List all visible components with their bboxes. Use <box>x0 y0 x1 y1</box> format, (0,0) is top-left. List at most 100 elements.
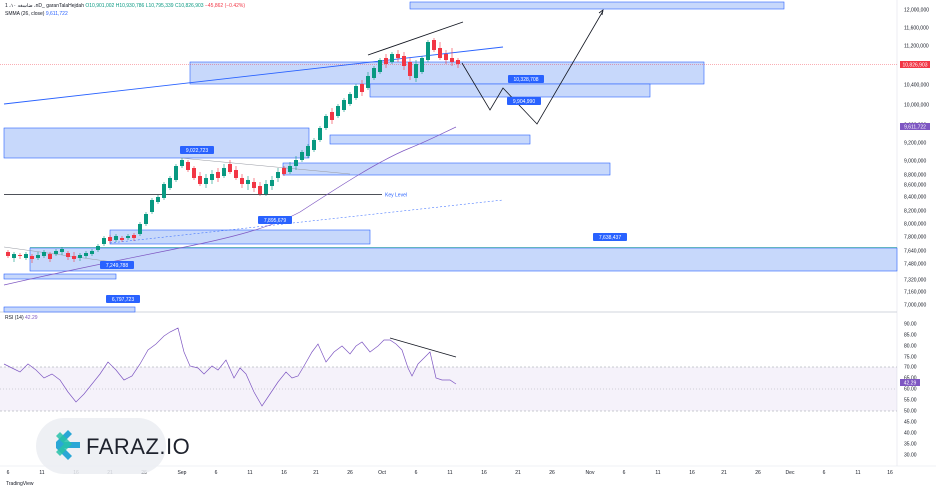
candle-body[interactable] <box>456 60 460 64</box>
candle-body[interactable] <box>18 255 22 256</box>
candle-body[interactable] <box>414 64 418 78</box>
candle-body[interactable] <box>78 255 82 258</box>
rsi-axis[interactable]: 90.00 85.00 80.00 75.00 70.00 65.00 60.00 55.00… <box>904 322 917 459</box>
zone-base[interactable] <box>29 247 898 272</box>
candle-body[interactable] <box>426 42 430 60</box>
dotted-trendline[interactable] <box>109 199 504 244</box>
candle-body[interactable] <box>342 100 346 110</box>
candle-body[interactable] <box>138 224 142 234</box>
symbol-header[interactable]: 1 ،ضاسغه ۱۰ ،nD_ garanTalaHejdah O10,901… <box>5 3 245 9</box>
rsi-legend[interactable]: RSI (14) 42.29 <box>5 315 38 321</box>
candle-body[interactable] <box>198 176 202 184</box>
candle-body[interactable] <box>192 168 196 178</box>
candle-body[interactable] <box>444 54 448 60</box>
candle-body[interactable] <box>378 60 382 72</box>
candle-body[interactable] <box>240 178 244 184</box>
divergence-line-rsi[interactable] <box>389 337 457 358</box>
candle-body[interactable] <box>204 178 208 184</box>
candle-body[interactable] <box>48 254 52 259</box>
candle-body[interactable] <box>228 164 232 172</box>
zone-mid-left[interactable] <box>3 127 310 159</box>
candle-body[interactable] <box>276 172 280 178</box>
price-axis[interactable]: 12,000,00011,600,00011,200,00010,800,000… <box>904 8 929 309</box>
candle-body[interactable] <box>324 116 328 128</box>
candle-body[interactable] <box>318 128 322 140</box>
candle-body[interactable] <box>150 200 154 212</box>
candle-body[interactable] <box>6 252 10 256</box>
smma-legend[interactable]: SMMA (26, close) 9,611,722 <box>5 11 68 17</box>
candles[interactable] <box>6 38 460 263</box>
candle-body[interactable] <box>30 256 34 259</box>
zone-top[interactable] <box>409 1 785 10</box>
candle-body[interactable] <box>216 172 220 178</box>
candle-body[interactable] <box>132 235 136 238</box>
candle-body[interactable] <box>174 166 178 180</box>
candle-body[interactable] <box>282 168 286 174</box>
long-trendline[interactable] <box>3 46 504 105</box>
candle-body[interactable] <box>24 254 28 258</box>
zone-upper-wide[interactable] <box>189 61 705 85</box>
candle-body[interactable] <box>108 237 112 241</box>
candle-body[interactable] <box>120 238 124 240</box>
callout-7638437[interactable]: 7,638,437 <box>593 233 627 241</box>
candle-body[interactable] <box>432 40 436 50</box>
zone-mid-right[interactable] <box>282 162 611 176</box>
candle-body[interactable] <box>258 186 262 194</box>
candle-body[interactable] <box>330 112 334 120</box>
candle-body[interactable] <box>114 236 118 240</box>
candle-body[interactable] <box>42 252 46 256</box>
zone-bottom-small[interactable] <box>3 273 117 280</box>
candle-body[interactable] <box>390 54 394 62</box>
candle-body[interactable] <box>450 58 454 62</box>
candle-body[interactable] <box>66 253 70 257</box>
candle-body[interactable] <box>90 251 94 254</box>
zone-bottom[interactable] <box>3 306 136 313</box>
candle-body[interactable] <box>360 84 364 92</box>
callout-6797723[interactable]: 6,797,723 <box>106 295 140 303</box>
candle-body[interactable] <box>354 86 358 98</box>
candle-body[interactable] <box>126 236 130 238</box>
callout-10328708[interactable]: 10,328,708 <box>508 75 544 83</box>
candle-body[interactable] <box>408 62 412 76</box>
candle-body[interactable] <box>252 182 256 188</box>
candle-body[interactable] <box>54 251 58 254</box>
candle-body[interactable] <box>144 214 148 224</box>
candle-body[interactable] <box>168 178 172 188</box>
candle-body[interactable] <box>264 184 268 194</box>
candle-body[interactable] <box>438 48 442 58</box>
candle-body[interactable] <box>222 168 226 176</box>
callout-7249788[interactable]: 7,249,788 <box>100 261 134 269</box>
candle-body[interactable] <box>300 152 304 160</box>
candle-body[interactable] <box>294 160 298 166</box>
candle-body[interactable] <box>84 253 88 256</box>
candle-body[interactable] <box>396 54 400 58</box>
candle-body[interactable] <box>270 180 274 186</box>
candle-body[interactable] <box>12 254 16 258</box>
candle-body[interactable] <box>372 68 376 78</box>
candle-body[interactable] <box>234 170 238 178</box>
candle-body[interactable] <box>420 58 424 72</box>
candle-body[interactable] <box>96 246 100 250</box>
callout-9904990[interactable]: 9,904,990 <box>507 97 541 105</box>
candle-body[interactable] <box>102 238 106 244</box>
candle-body[interactable] <box>60 249 64 252</box>
candle-body[interactable] <box>36 255 40 258</box>
candle-body[interactable] <box>156 197 160 202</box>
callout-9022723[interactable]: 9,022,723 <box>180 146 214 154</box>
callout-7895679[interactable]: 7,895,679 <box>258 216 292 224</box>
candle-body[interactable] <box>288 166 292 172</box>
candle-body[interactable] <box>72 256 76 259</box>
candle-body[interactable] <box>246 180 250 184</box>
candle-body[interactable] <box>336 106 340 116</box>
candle-body[interactable] <box>186 162 190 170</box>
candle-body[interactable] <box>306 146 310 156</box>
zone-low[interactable] <box>109 229 371 245</box>
candle-body[interactable] <box>348 94 352 104</box>
candle-body[interactable] <box>210 174 214 180</box>
candle-body[interactable] <box>402 56 406 66</box>
candle-body[interactable] <box>384 58 388 64</box>
divergence-line-price[interactable] <box>367 21 464 56</box>
candle-body[interactable] <box>162 184 166 198</box>
candle-body[interactable] <box>180 160 184 166</box>
